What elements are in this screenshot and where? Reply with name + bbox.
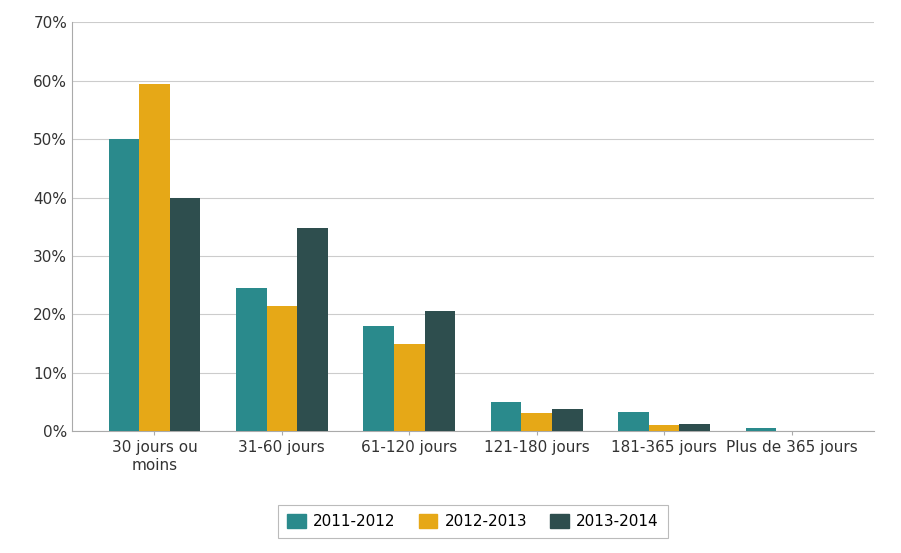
Bar <box>522 413 552 431</box>
Bar <box>649 425 679 431</box>
Bar <box>424 311 455 431</box>
Bar <box>491 402 522 431</box>
Bar <box>267 306 297 431</box>
Bar <box>236 288 267 431</box>
Bar <box>363 326 394 431</box>
Bar <box>297 228 328 431</box>
Bar <box>679 424 710 431</box>
Bar <box>746 429 777 431</box>
Bar <box>552 409 583 431</box>
Bar <box>618 412 649 431</box>
Legend: 2011-2012, 2012-2013, 2013-2014: 2011-2012, 2012-2013, 2013-2014 <box>278 505 668 538</box>
Bar <box>139 84 169 431</box>
Bar <box>394 343 424 431</box>
Bar <box>108 139 139 431</box>
Bar <box>169 197 200 431</box>
